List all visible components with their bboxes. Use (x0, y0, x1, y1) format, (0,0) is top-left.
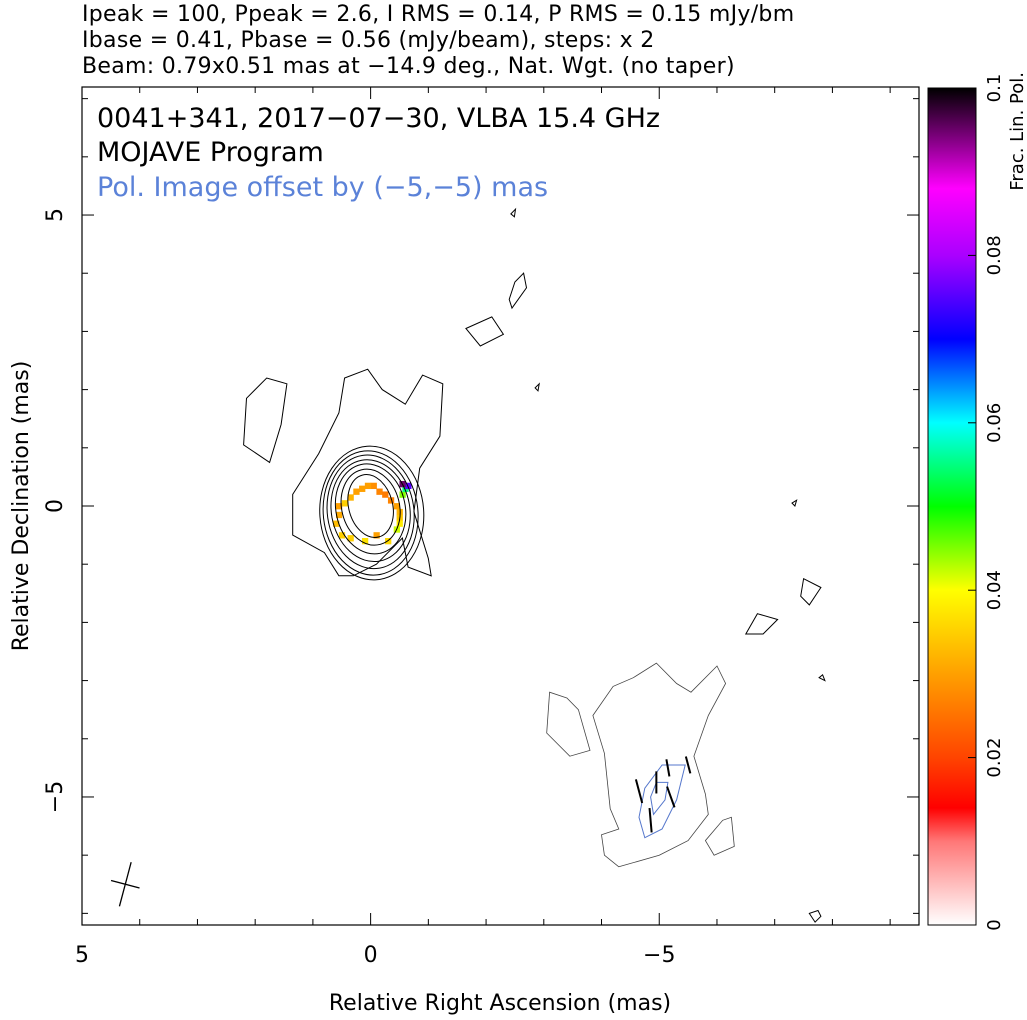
x-tick-label: 0 (364, 943, 378, 968)
frac-pol-pixel (387, 497, 395, 504)
offset-stokes-i-contour (546, 691, 591, 757)
stokes-i-contour (808, 909, 822, 923)
frac-pol-pixel (376, 488, 383, 495)
header-line-contour-base: Ibase = 0.41, Pbase = 0.56 (mJy/beam), s… (82, 28, 655, 53)
stokes-i-contour (465, 316, 505, 347)
plot-border (81, 86, 920, 926)
y-tick-label: 0 (43, 499, 68, 513)
y-tick-label: −5 (43, 781, 68, 813)
stokes-i-contour (818, 673, 826, 682)
x-axis-label: Relative Right Ascension (mas) (329, 991, 671, 1016)
stokes-i-contour (791, 499, 798, 507)
colorbar-tick-label: 0.1 (984, 74, 1005, 103)
frac-pol-pixel (333, 520, 340, 527)
frac-pol-pixel (393, 503, 400, 510)
plot-marks (110, 207, 826, 923)
evpa-tick (666, 786, 676, 808)
frac-pol-pixel (335, 503, 343, 510)
colorbar-tick-label: 0.04 (984, 570, 1005, 610)
program-annotation: MOJAVE Program (97, 137, 324, 168)
stokes-i-core-contour (319, 445, 425, 581)
stokes-i-core-contour (334, 463, 407, 555)
colorbar: 0 0.02 0.04 0.06 0.08 0.1 (927, 74, 1005, 931)
frac-pol-pixel (373, 532, 380, 539)
stokes-i-contour (534, 382, 540, 392)
stokes-i-core-contour (347, 474, 394, 538)
offset-stokes-i-contour (592, 662, 727, 868)
beam-minor-axis (110, 879, 140, 889)
evpa-tick (634, 779, 644, 804)
frac-pol-pixel (382, 491, 389, 498)
stokes-i-contour (243, 377, 288, 464)
frac-pol-pixel (385, 538, 392, 545)
frac-pol-pixel (347, 535, 354, 542)
evpa-tick (684, 756, 692, 774)
colorbar-tick-label: 0.06 (984, 403, 1005, 443)
stokes-i-contour (744, 613, 779, 635)
evpa-tick (665, 759, 671, 777)
colorbar-label: Frac. Lin. Pol. (1007, 72, 1027, 191)
frac-pol-pixel (370, 482, 377, 490)
frac-pol-pixel (341, 500, 349, 507)
stokes-i-contour (510, 207, 517, 218)
colorbar-tick-label: 0.08 (984, 235, 1005, 275)
y-tick-label: 5 (43, 208, 68, 222)
source-annotation: 0041+341, 2017−07−30, VLBA 15.4 GHz (97, 103, 660, 134)
frac-pol-pixel (347, 494, 354, 501)
stokes-i-contour (800, 577, 822, 606)
stokes-i-core-contour (322, 450, 419, 576)
x-tick-label: 5 (75, 943, 89, 968)
frac-pol-pixel (361, 538, 369, 545)
pol-intensity-contour (650, 781, 669, 816)
frac-pol-pixel (353, 488, 360, 495)
stokes-i-core-contour (340, 468, 401, 546)
x-tick-label: −5 (643, 943, 675, 968)
stokes-i-contour (292, 368, 444, 577)
header-line-peaks: Ipeak = 100, Ppeak = 2.6, I RMS = 0.14, … (82, 2, 795, 27)
frac-pol-pixel (335, 511, 343, 519)
offset-annotation: Pol. Image offset by (−5,−5) mas (97, 172, 548, 203)
plot-frame: 5 0 −5 5 0 −5 (43, 86, 920, 968)
offset-stokes-i-contour (704, 816, 735, 856)
colorbar-fill (927, 87, 977, 926)
stokes-i-contour (508, 272, 528, 310)
y-axis-label: Relative Declination (mas) (9, 361, 34, 652)
evpa-tick (648, 807, 653, 833)
frac-pol-pixel (359, 485, 366, 492)
frac-pol-pixel (396, 520, 403, 527)
header-line-beam: Beam: 0.79x0.51 mas at −14.9 deg., Nat. … (82, 54, 735, 79)
pol-intensity-contour (638, 764, 686, 839)
colorbar-tick-label: 0.02 (984, 738, 1005, 778)
frac-pol-pixel (338, 532, 346, 539)
stokes-i-core-contour (330, 459, 411, 563)
colorbar-tick-label: 0 (984, 919, 1005, 930)
frac-pol-pixel (364, 482, 372, 490)
stokes-i-core-contour (326, 454, 415, 570)
